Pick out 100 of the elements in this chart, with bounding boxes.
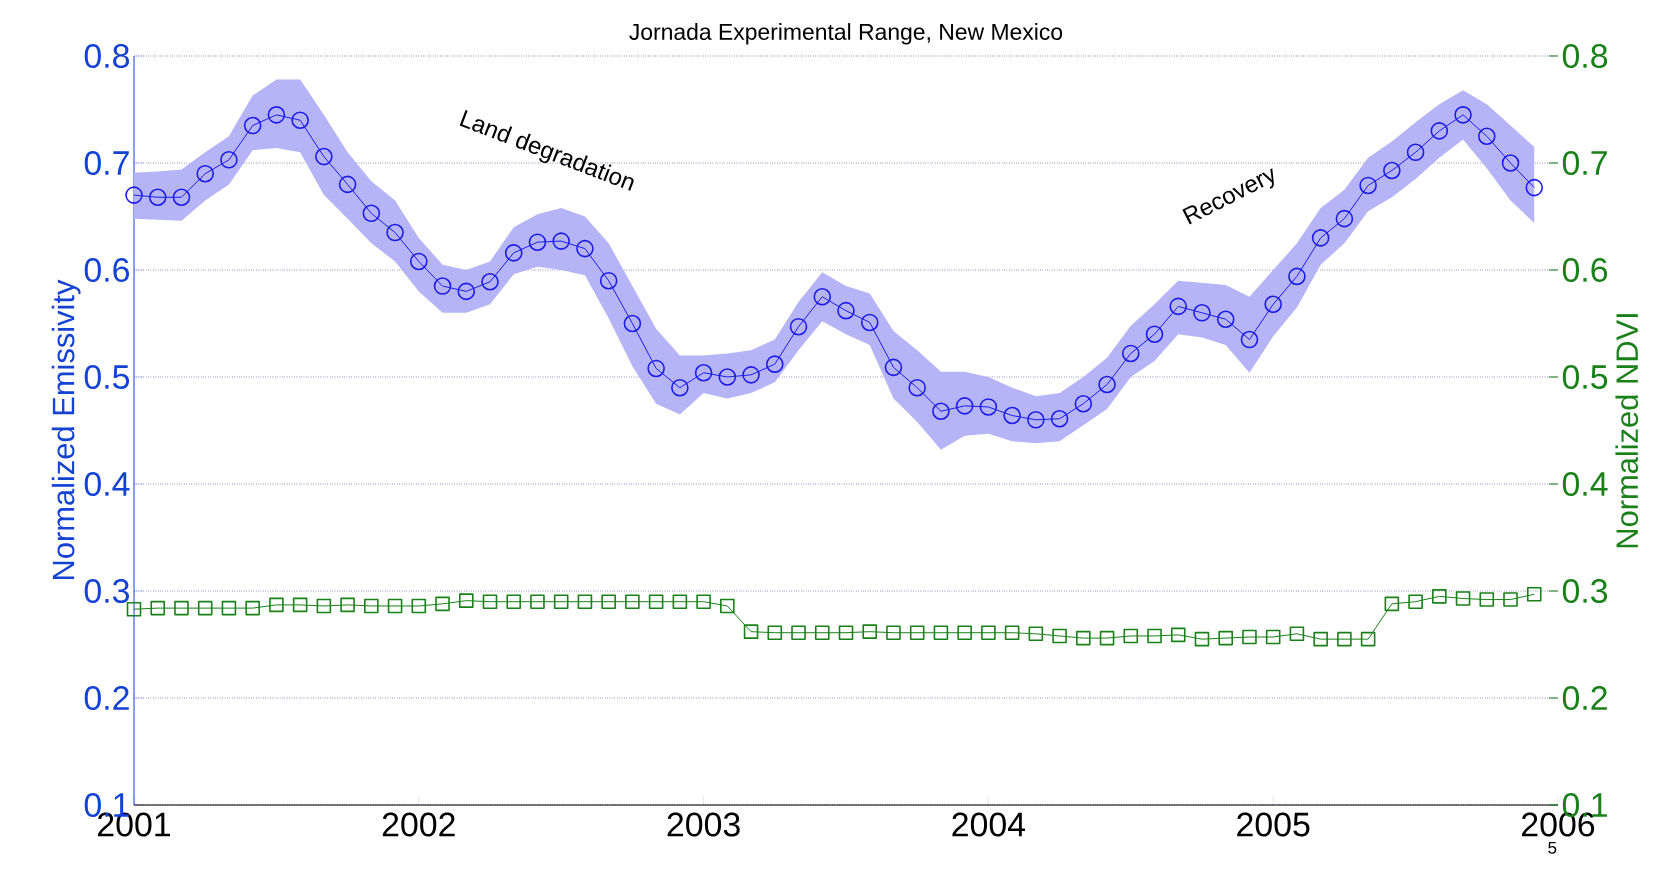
y-axis-title: Normalized Emissivity (51, 279, 81, 579)
point (364, 598, 379, 614)
point (1430, 122, 1449, 140)
point (1218, 630, 1234, 646)
point (481, 272, 499, 291)
point (909, 625, 925, 641)
point (884, 358, 903, 377)
point (908, 378, 926, 397)
point (1027, 411, 1045, 429)
point (813, 287, 832, 306)
point (1121, 344, 1140, 363)
point (647, 359, 665, 378)
point (1052, 628, 1067, 644)
point (862, 624, 878, 639)
point (1454, 106, 1472, 124)
y-tick-label: 0.6 (84, 258, 129, 282)
point (506, 594, 522, 609)
point (981, 625, 996, 641)
point (1408, 594, 1423, 609)
point (979, 398, 998, 416)
point (1170, 627, 1186, 643)
point (291, 111, 309, 129)
point (387, 598, 403, 614)
point (837, 301, 855, 320)
point (1406, 143, 1425, 162)
point (1501, 154, 1520, 172)
point (315, 147, 333, 166)
point (552, 232, 570, 250)
point (623, 314, 642, 333)
x-tick-label: 2004 (952, 812, 1026, 837)
point (1004, 625, 1020, 641)
point (1193, 304, 1211, 322)
y2-tick-label: 0.7 (1562, 151, 1607, 175)
point (1289, 626, 1305, 642)
point (599, 271, 618, 290)
point (1265, 629, 1281, 645)
point (933, 625, 949, 641)
y-tick-label: 0.3 (84, 579, 129, 603)
point (1264, 295, 1282, 314)
point (601, 594, 616, 609)
point (791, 625, 806, 641)
point (767, 625, 783, 641)
point (1503, 592, 1518, 607)
y-tick-label: 0.7 (84, 151, 129, 175)
point (267, 106, 286, 124)
y-tick-label: 0.5 (84, 365, 130, 389)
point (1360, 631, 1376, 647)
point (1050, 409, 1069, 428)
y2-tick-label: 0.2 (1562, 686, 1607, 710)
point (1526, 586, 1542, 602)
y-tick-label: 0.8 (84, 44, 130, 68)
point (957, 625, 972, 641)
point (316, 598, 332, 614)
point (765, 355, 784, 373)
point (125, 186, 143, 204)
point (245, 600, 260, 616)
point (838, 625, 854, 641)
y-tick-label: 0.4 (84, 472, 130, 496)
point (220, 150, 238, 169)
point (671, 378, 689, 397)
point (814, 625, 830, 641)
point (577, 594, 593, 609)
point (126, 601, 142, 617)
point (932, 402, 950, 421)
point (362, 204, 381, 223)
point (1455, 591, 1471, 606)
point (292, 597, 308, 613)
y-tick-label: 0.2 (84, 686, 129, 710)
point (1123, 628, 1139, 644)
point (1028, 626, 1044, 642)
point (860, 313, 879, 332)
point (340, 597, 355, 613)
point (1076, 630, 1091, 646)
point (696, 594, 711, 609)
point (694, 363, 713, 382)
point (718, 368, 737, 386)
point (742, 366, 760, 384)
point (221, 600, 237, 616)
point (482, 594, 498, 609)
point (1525, 178, 1544, 197)
point (386, 223, 404, 242)
point (743, 624, 759, 639)
point (1194, 631, 1210, 647)
point (886, 625, 901, 641)
point (411, 598, 427, 614)
point (504, 244, 523, 262)
point (1384, 596, 1400, 612)
point (433, 277, 452, 295)
point (457, 282, 476, 301)
y2-tick-label: 0.8 (1562, 44, 1608, 68)
y2-tick-label: 0.6 (1562, 258, 1608, 282)
point (150, 600, 166, 616)
point (410, 252, 428, 271)
point (435, 596, 450, 612)
x-tick-label: 2005 (1237, 812, 1310, 837)
point (196, 164, 214, 183)
point (1147, 628, 1162, 644)
point (720, 598, 735, 614)
point (1335, 209, 1354, 228)
x-tick-label: 2002 (382, 812, 455, 837)
